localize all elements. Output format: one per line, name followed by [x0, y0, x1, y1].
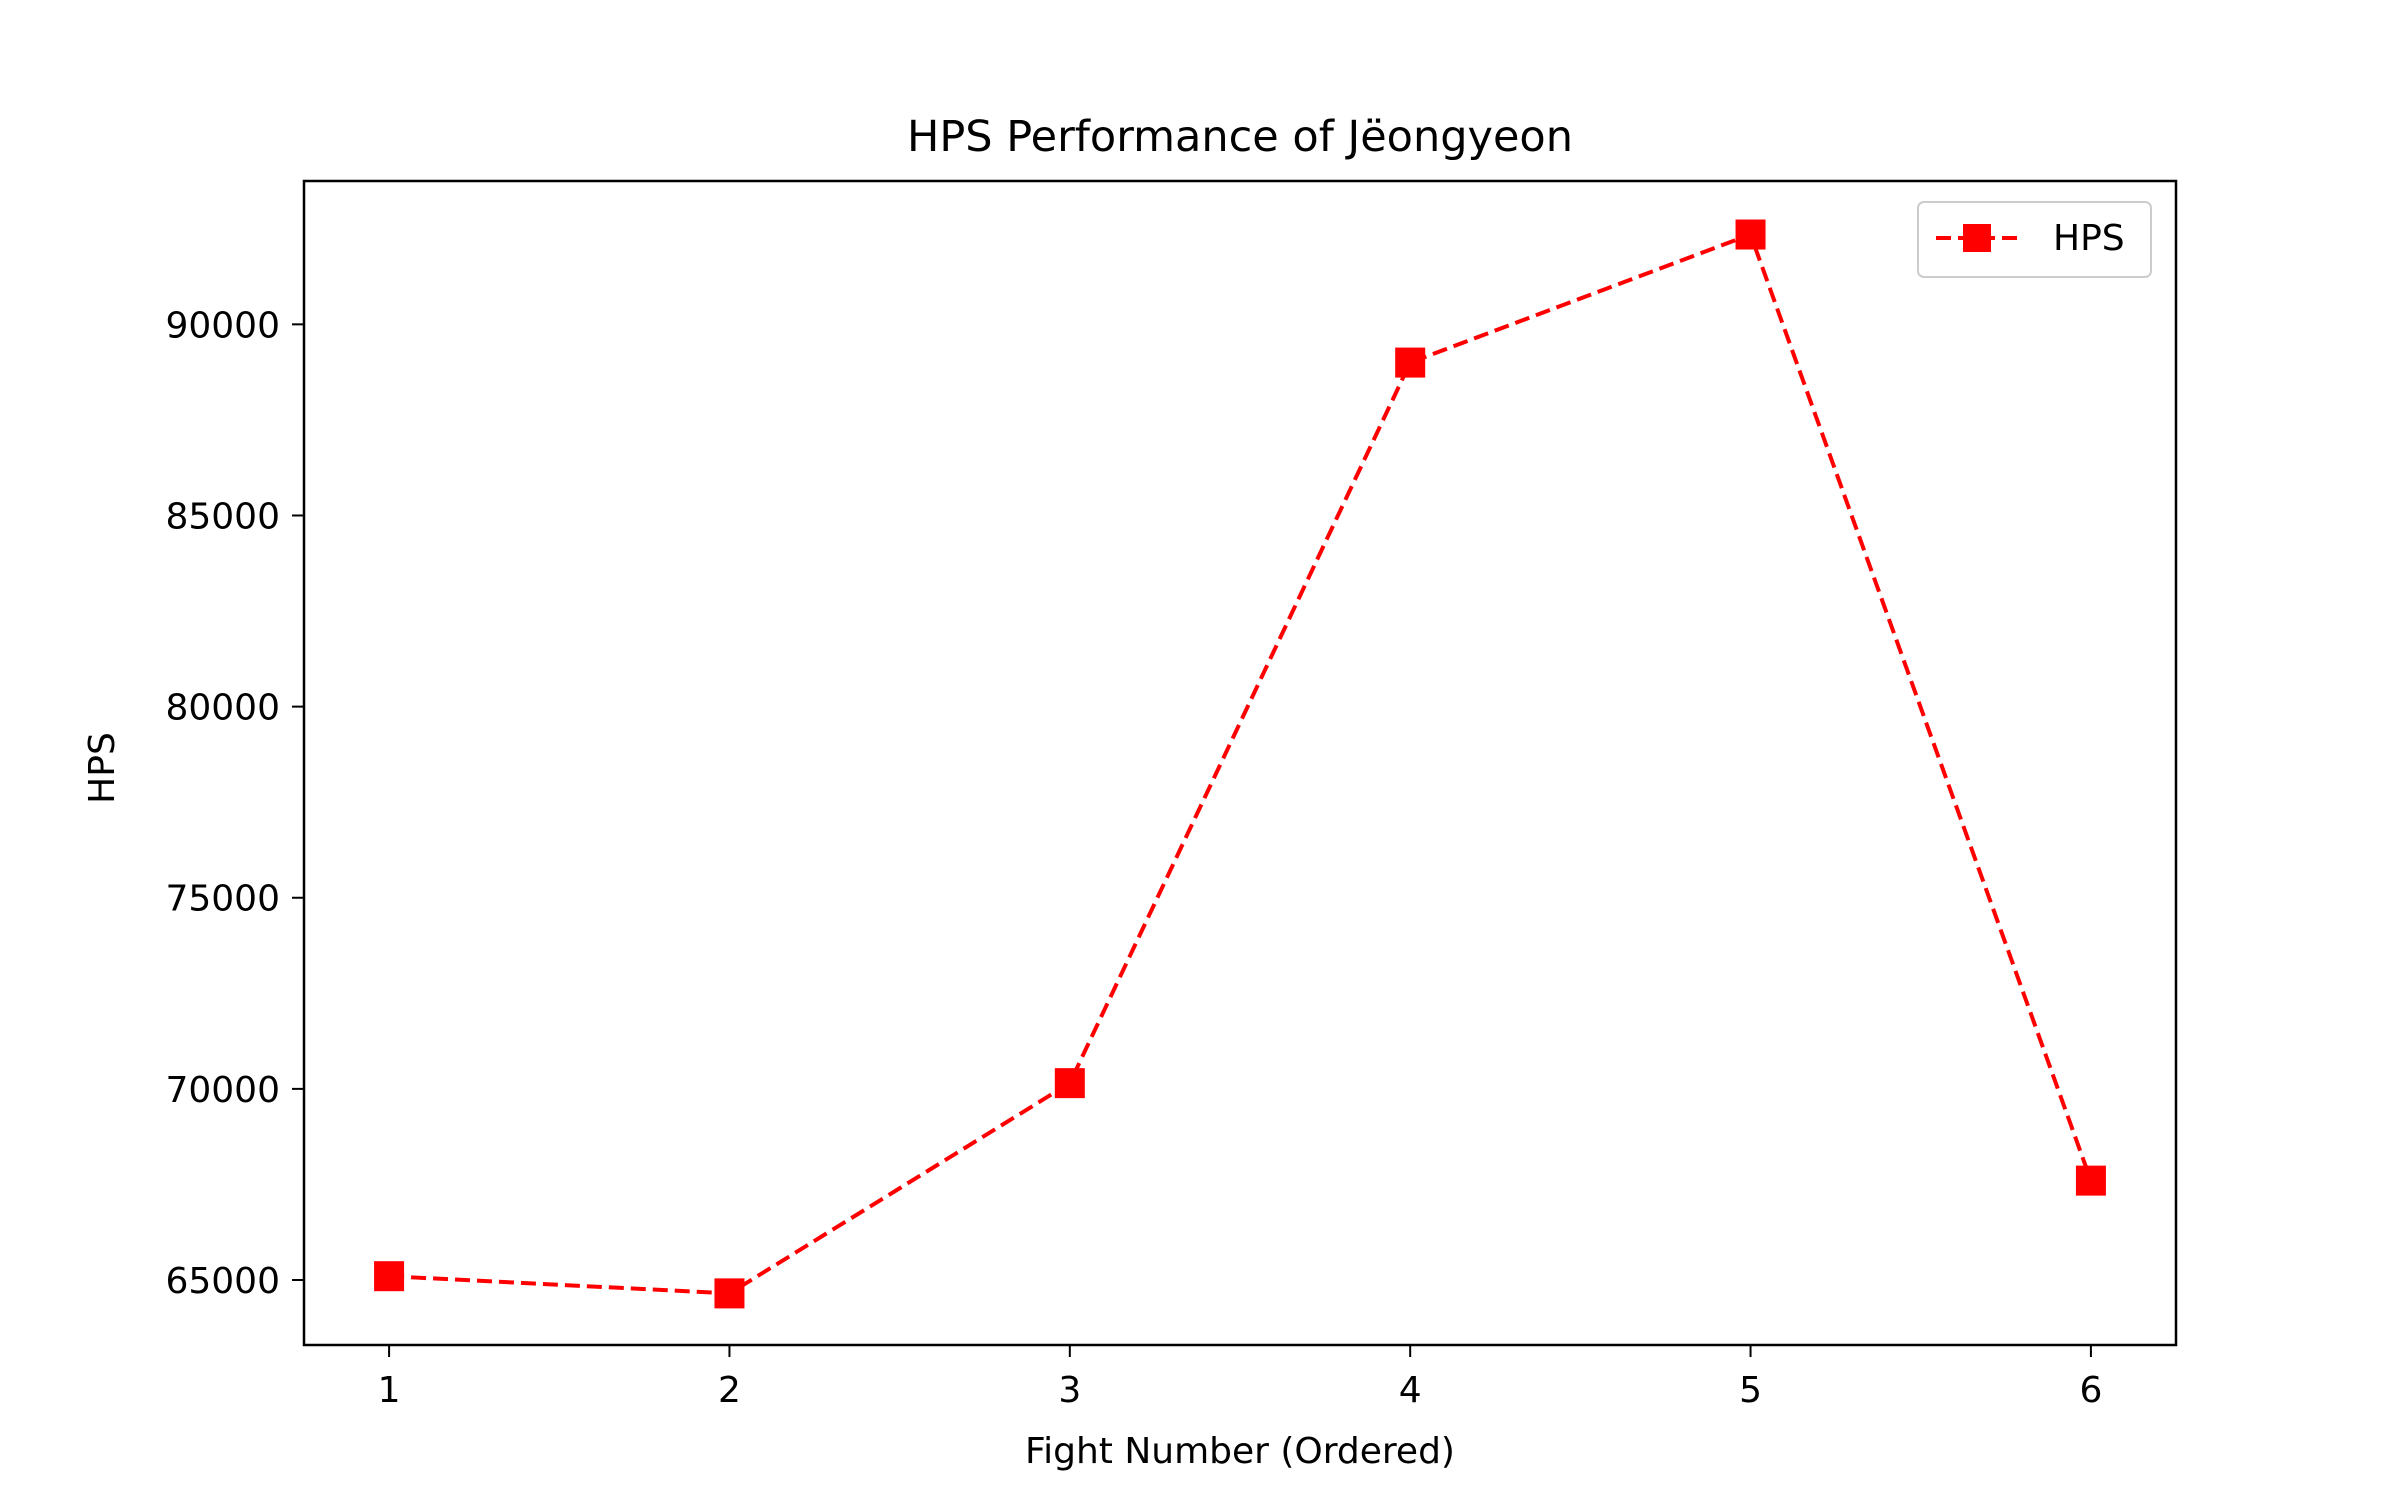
y-tick-label-90000: 90000: [165, 305, 280, 346]
x-tick-label-5: 5: [1739, 1370, 1762, 1411]
x-tick-label-4: 4: [1399, 1370, 1422, 1411]
x-tick-label-3: 3: [1058, 1370, 1081, 1411]
y-tick-label-70000: 70000: [165, 1070, 280, 1111]
data-point-1: [374, 1261, 405, 1292]
x-tick-label-2: 2: [718, 1370, 741, 1411]
x-tick-label-6: 6: [2079, 1370, 2102, 1411]
y-tick-label-65000: 65000: [165, 1261, 280, 1302]
data-point-2: [714, 1278, 745, 1309]
y-tick-label-75000: 75000: [165, 879, 280, 920]
y-axis-title: HPS: [82, 732, 123, 804]
legend-label-hps: HPS: [2053, 218, 2125, 259]
series-line-hps: [388, 232, 2093, 1296]
y-tick-label-80000: 80000: [165, 688, 280, 729]
data-point-6: [2075, 1165, 2106, 1196]
x-tick-label-1: 1: [378, 1370, 401, 1411]
data-point-4: [1395, 347, 1426, 378]
plot-frame: [302, 179, 2178, 1347]
plot-area: 65000 70000 75000 80000 85000 90000 1 2 3 4 5 6: [165, 179, 2178, 1411]
legend-marker-square: [1963, 224, 1991, 252]
legend-frame: [1917, 201, 2152, 278]
data-point-3: [1054, 1068, 1085, 1099]
legend: HPS: [1917, 201, 2152, 278]
x-axis-title: Fight Number (Ordered): [1025, 1431, 1455, 1472]
chart-title: HPS Performance of Jëongyeon: [907, 112, 1573, 162]
y-tick-label-85000: 85000: [165, 496, 280, 537]
data-point-5: [1735, 219, 1766, 250]
